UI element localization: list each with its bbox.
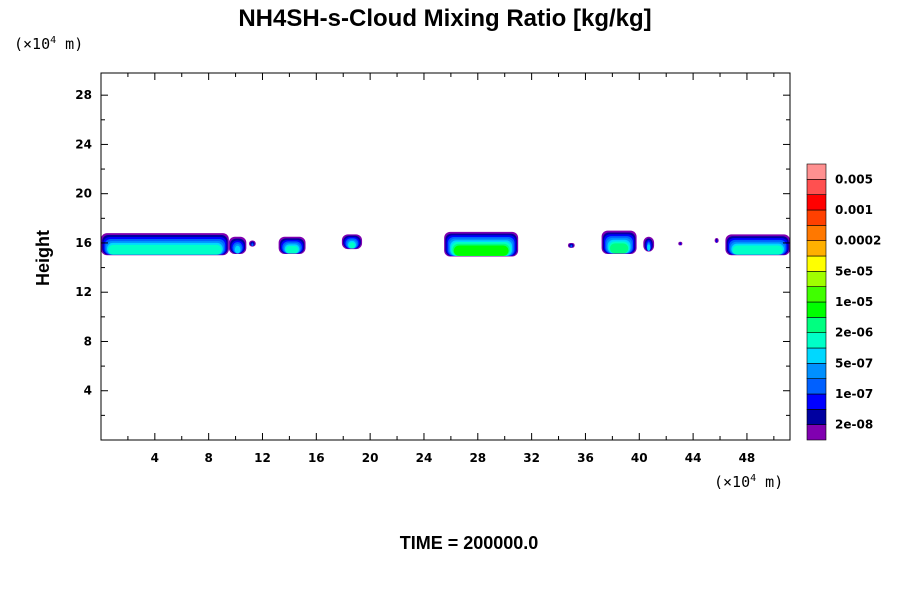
cloud-contour-band xyxy=(285,245,299,254)
colorbar-swatch xyxy=(806,347,827,364)
x-tick-label: 12 xyxy=(254,451,271,465)
x-tick-label: 32 xyxy=(523,451,540,465)
cloud-layers xyxy=(101,230,790,257)
plot-frame xyxy=(100,72,791,441)
cloud-contour-band xyxy=(570,245,573,248)
cloud-contour-band xyxy=(647,244,651,251)
colorbar-swatch xyxy=(806,209,827,226)
y-axis-label: Height xyxy=(33,230,53,286)
cloud-contour-band xyxy=(234,245,241,254)
colorbar-label: 5e-07 xyxy=(835,356,873,370)
x-axis-unit: (×104 m) xyxy=(714,473,783,491)
colorbar-swatch xyxy=(806,332,827,349)
cloud-cluster xyxy=(444,231,519,257)
colorbar-swatch xyxy=(806,409,827,425)
x-tick-label: 20 xyxy=(362,451,379,465)
colorbar-swatch xyxy=(806,163,827,180)
colorbar-label: 5e-05 xyxy=(835,264,873,278)
colorbar-swatch xyxy=(806,393,827,410)
colorbar-label: 1e-05 xyxy=(835,295,873,309)
cloud-cluster xyxy=(249,240,256,247)
colorbar-swatch xyxy=(806,286,827,303)
cloud-cluster xyxy=(714,238,719,243)
y-axis-unit: (×104 m) xyxy=(14,35,83,53)
cloud-contour-band xyxy=(716,240,718,243)
colorbar-label: 0.005 xyxy=(835,172,873,186)
colorbar-label: 1e-07 xyxy=(835,387,873,401)
colorbar-swatch xyxy=(806,363,827,379)
x-tick-label: 36 xyxy=(577,451,594,465)
axis-ticks xyxy=(101,73,790,440)
cloud-contour-band xyxy=(732,245,783,255)
colorbar-swatch xyxy=(806,424,827,441)
cloud-contour-band xyxy=(679,243,681,245)
colorbar-swatch xyxy=(806,378,827,395)
x-tick-label: 8 xyxy=(204,451,212,465)
x-tick-label: 24 xyxy=(416,451,433,465)
y-tick-labels: 4 8 12 16 20 24 28 xyxy=(75,88,92,398)
colorbar-swatch xyxy=(806,194,827,211)
colorbar-swatch xyxy=(806,271,827,287)
cloud-cluster xyxy=(678,241,683,246)
colorbar-label: 0.0002 xyxy=(835,234,881,248)
cloud-cluster xyxy=(643,236,655,252)
colorbar: 2e-08 1e-07 5e-07 2e-06 1e-05 5e-05 0.0002 0.00… xyxy=(806,163,881,441)
colorbar-swatch xyxy=(806,240,827,257)
y-tick-label: 20 xyxy=(75,187,92,201)
cloud-contour-band xyxy=(453,245,509,256)
x-tick-label: 28 xyxy=(469,451,486,465)
colorbar-swatch xyxy=(806,179,827,195)
x-tick-label: 48 xyxy=(739,451,756,465)
cloud-contour-band xyxy=(108,244,222,255)
cloud-cluster xyxy=(228,236,247,255)
y-tick-label: 16 xyxy=(75,236,92,250)
x-tick-label: 40 xyxy=(631,451,648,465)
cloud-cluster xyxy=(101,233,229,256)
colorbar-swatch xyxy=(806,317,827,333)
colorbar-swatch xyxy=(806,255,827,272)
cloud-cluster xyxy=(341,234,363,250)
y-tick-label: 28 xyxy=(75,88,92,102)
colorbar-label: 2e-08 xyxy=(835,418,873,432)
cloud-contour-band xyxy=(251,243,254,247)
x-tick-label: 44 xyxy=(685,451,702,465)
cloud-cluster xyxy=(567,242,575,248)
x-tick-label: 16 xyxy=(308,451,325,465)
chart-title: NH4SH-s-Cloud Mixing Ratio [kg/kg] xyxy=(238,5,651,32)
colorbar-label: 0.001 xyxy=(835,203,873,217)
y-tick-label: 8 xyxy=(84,334,92,348)
time-label: TIME = 200000.0 xyxy=(400,533,539,553)
x-tick-label: 4 xyxy=(151,451,159,465)
cloud-cluster xyxy=(278,236,306,255)
cloud-contour-band xyxy=(610,243,629,254)
colorbar-swatch xyxy=(806,301,827,318)
colorbar-swatch xyxy=(806,225,827,241)
cloud-cluster xyxy=(725,234,790,256)
colorbar-label: 2e-06 xyxy=(835,326,873,340)
cloud-cluster xyxy=(601,230,637,255)
cloud-contour-band xyxy=(348,242,356,249)
x-tick-labels: 4 8 12 16 20 24 28 32 36 40 44 48 xyxy=(151,451,756,465)
y-tick-label: 24 xyxy=(75,137,92,151)
y-tick-label: 12 xyxy=(75,285,92,299)
plot-area-background xyxy=(101,73,790,440)
y-tick-label: 4 xyxy=(84,384,92,398)
